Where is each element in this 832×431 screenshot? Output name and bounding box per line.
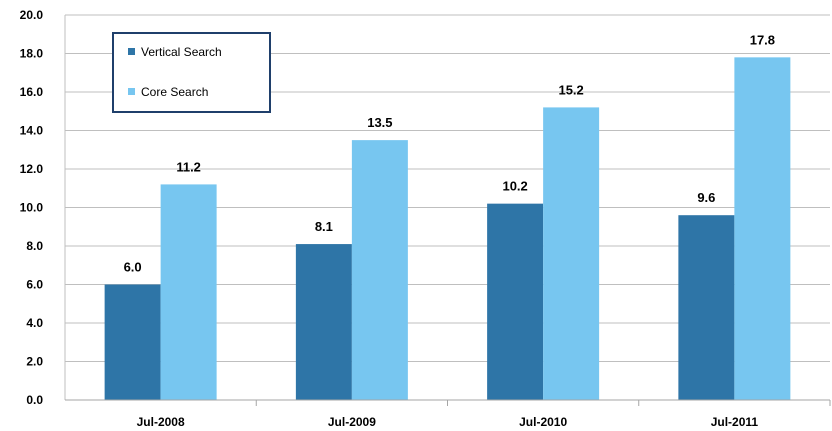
x-tick-label: Jul-2011 [711,415,759,429]
data-label: 15.2 [558,82,583,97]
data-label: 17.8 [750,32,775,47]
y-tick-label: 0.0 [26,393,43,407]
data-label: 10.2 [502,179,527,194]
data-label: 6.0 [124,260,142,275]
y-tick-label: 18.0 [20,47,44,61]
bar-vertical-search [295,244,352,400]
y-tick-label: 14.0 [20,124,44,138]
axes: 0.0 2.0 4.0 6.0 8.0 10.0 12.0 14.0 16.0 18.0 20.0 J… [20,8,831,429]
x-tick-label: Jul-2010 [519,415,567,429]
legend-swatch-vertical-search [128,48,135,55]
bar-core-search [351,140,408,400]
y-tick-label: 4.0 [26,316,43,330]
x-tick-label: Jul-2009 [328,415,376,429]
y-tick-label: 8.0 [26,239,43,253]
legend-label-core-search: Core Search [141,85,208,99]
y-tick-label: 2.0 [26,355,43,369]
data-label: 8.1 [315,219,333,234]
bar-vertical-search [487,203,544,400]
bar-vertical-search [104,284,161,400]
legend-box [112,32,271,113]
bar-vertical-search [678,215,735,400]
legend-label-vertical-search: Vertical Search [141,45,222,59]
data-label: 11.2 [176,159,201,174]
data-label: 13.5 [367,115,392,130]
legend-swatch-core-search [128,88,135,95]
legend: Vertical Search Core Search [112,32,271,113]
data-label: 9.6 [697,190,715,205]
x-tick-label: Jul-2008 [137,415,185,429]
bar-core-search [543,107,600,401]
y-tick-label: 20.0 [20,8,44,22]
bar-core-search [160,184,217,400]
bar-core-search [734,57,791,400]
y-tick-label: 12.0 [20,162,44,176]
y-tick-label: 6.0 [26,278,43,292]
data-labels: 6.0 11.2 8.1 13.5 10.2 15.2 9.6 17.8 [124,32,775,274]
y-tick-label: 10.0 [20,201,44,215]
bars [104,57,791,401]
y-tick-label: 16.0 [20,85,44,99]
